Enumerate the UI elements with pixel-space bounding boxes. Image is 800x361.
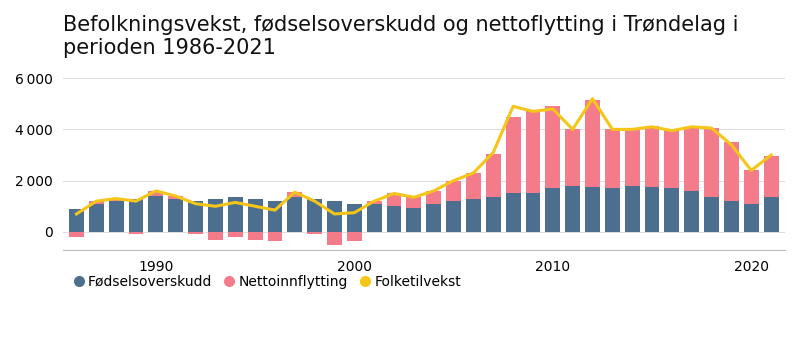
Bar [744, 204, 758, 232]
Bar [386, 206, 402, 232]
Bar [665, 129, 679, 188]
Bar [69, 232, 84, 237]
Bar [208, 232, 223, 240]
Bar [386, 193, 402, 206]
Bar [566, 186, 580, 232]
Bar [327, 201, 342, 232]
Bar [188, 201, 203, 232]
Bar [69, 209, 84, 232]
Bar [248, 232, 262, 240]
Bar [347, 204, 362, 232]
Bar [248, 199, 262, 232]
Bar [168, 199, 183, 232]
Bar [426, 191, 441, 204]
Bar [287, 197, 302, 232]
Bar [287, 192, 302, 197]
Bar [684, 127, 699, 191]
Bar [466, 173, 481, 199]
Bar [704, 128, 719, 197]
Bar [526, 193, 540, 232]
Bar [764, 156, 778, 197]
Bar [724, 142, 739, 201]
Bar [446, 201, 461, 232]
Bar [267, 201, 282, 232]
Bar [684, 191, 699, 232]
Bar [605, 188, 620, 232]
Bar [327, 232, 342, 245]
Bar [724, 201, 739, 232]
Bar [406, 208, 422, 232]
Bar [645, 187, 659, 232]
Bar [486, 154, 501, 197]
Bar [267, 232, 282, 241]
Bar [149, 196, 163, 232]
Bar [129, 199, 143, 232]
Bar [744, 170, 758, 204]
Bar [625, 186, 640, 232]
Bar [466, 199, 481, 232]
Bar [506, 117, 521, 193]
Bar [228, 232, 242, 237]
Bar [228, 197, 242, 232]
Bar [188, 232, 203, 234]
Bar [109, 201, 124, 232]
Bar [605, 129, 620, 188]
Bar [665, 188, 679, 232]
Bar [625, 129, 640, 186]
Text: Befolkningsvekst, fødselsoverskudd og nettoflytting i Trøndelag i
perioden 1986-: Befolkningsvekst, fødselsoverskudd og ne… [62, 15, 738, 58]
Bar [645, 126, 659, 187]
Bar [446, 180, 461, 201]
Bar [208, 199, 223, 232]
Bar [704, 197, 719, 232]
Bar [585, 100, 600, 187]
Bar [168, 196, 183, 199]
Bar [546, 106, 560, 188]
Bar [89, 204, 104, 232]
Bar [426, 204, 441, 232]
Bar [526, 112, 540, 193]
Bar [109, 199, 124, 201]
Bar [89, 201, 104, 204]
Bar [366, 204, 382, 232]
Bar [585, 187, 600, 232]
Bar [307, 199, 322, 232]
Bar [764, 197, 778, 232]
Bar [307, 232, 322, 234]
Bar [546, 188, 560, 232]
Bar [506, 193, 521, 232]
Bar [347, 232, 362, 241]
Bar [486, 197, 501, 232]
Legend: Fødselsoverskudd, Nettoinnflytting, Folketilvekst: Fødselsoverskudd, Nettoinnflytting, Folk… [70, 269, 466, 295]
Bar [566, 129, 580, 186]
Bar [366, 201, 382, 204]
Bar [129, 232, 143, 234]
Bar [406, 197, 422, 208]
Bar [149, 191, 163, 196]
